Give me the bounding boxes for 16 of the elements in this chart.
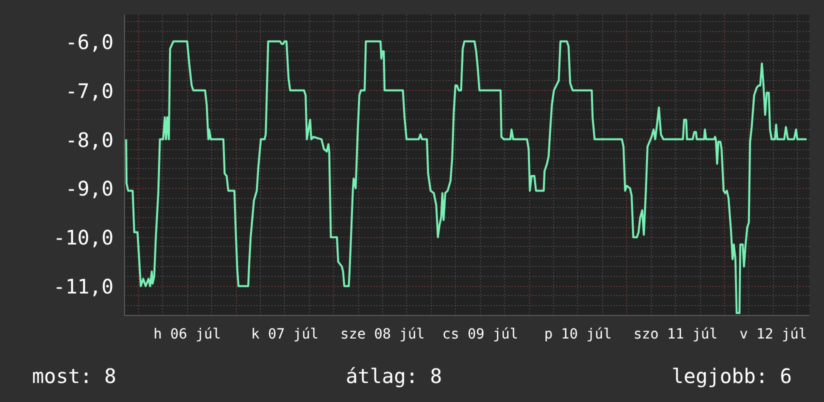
x-tick-label: sze 08 júl: [340, 326, 425, 342]
x-tick-label: p 10 júl: [544, 326, 612, 342]
y-tick-label: -10,0: [53, 226, 114, 250]
y-tick-label: -8,0: [65, 128, 114, 152]
x-tick-label: szo 11 júl: [633, 326, 718, 342]
x-tick-label: k 07 júl: [251, 326, 319, 342]
x-tick-label: v 12 júl: [740, 326, 807, 342]
text: most: 8: [32, 362, 116, 390]
x-tick-label: h 06 júl: [153, 326, 221, 342]
y-tick-label: -6,0: [65, 30, 114, 54]
y-tick-label: -9,0: [65, 176, 114, 201]
x-tick-label: cs 09 júl: [442, 326, 518, 342]
text: átlag: 8: [346, 362, 442, 390]
y-tick-label: -11,0: [53, 274, 114, 299]
y-tick-label: -7,0: [65, 78, 114, 103]
text: legjobb: 6: [672, 362, 792, 390]
